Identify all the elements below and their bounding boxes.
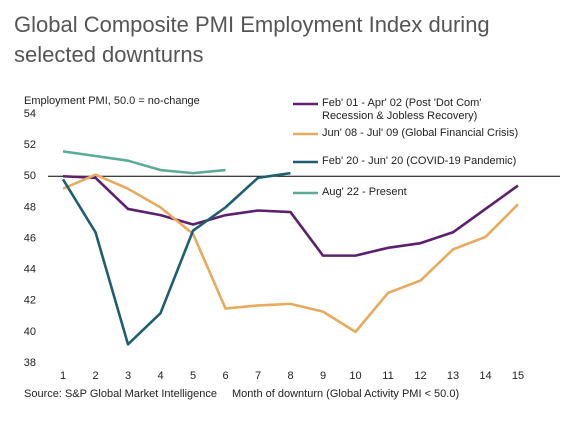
chart-title: Global Composite PMI Employment Index du… <box>14 12 490 67</box>
x-tick-label: 15 <box>512 370 524 382</box>
x-tick-label: 10 <box>349 370 361 382</box>
x-tick-label: 1 <box>60 370 66 382</box>
x-tick-label: 5 <box>190 370 196 382</box>
x-tick-label: 4 <box>157 370 163 382</box>
legend-label: Jun' 08 - Jul' 09 (Global Financial Cris… <box>322 127 519 139</box>
y-tick-label: 40 <box>24 326 36 338</box>
y-tick-label: 50 <box>24 170 36 182</box>
source: Source: S&P Global Market Intelligence <box>24 388 217 400</box>
legend-label: Feb' 01 - Apr' 02 (Post 'Dot Com' Recess… <box>322 97 482 122</box>
x-tick-label: 3 <box>125 370 131 382</box>
x-tick-label: 13 <box>447 370 459 382</box>
x-axis-label: Month of downturn (Global Activity PMI <… <box>232 388 459 400</box>
y-tick-label: 38 <box>24 357 36 369</box>
x-tick-label: 6 <box>222 370 228 382</box>
y-tick-label: 46 <box>24 232 36 244</box>
x-tick-label: 2 <box>92 370 98 382</box>
y-tick-label: 54 <box>24 108 36 120</box>
series-line <box>62 173 519 334</box>
y-tick-label: 52 <box>24 139 36 151</box>
y-tick-label: 42 <box>24 295 36 307</box>
x-tick-label: 14 <box>479 370 491 382</box>
x-tick-label: 11 <box>382 370 393 382</box>
series-line <box>62 174 519 257</box>
legend-label: Feb' 20 - Jun' 20 (COVID-19 Pandemic) <box>322 155 517 167</box>
series-line <box>62 150 226 175</box>
x-tick-label: 8 <box>287 370 293 382</box>
legend-label: Aug' 22 - Present <box>322 186 407 198</box>
series-line <box>61 171 291 346</box>
x-tick-label: 9 <box>320 370 326 382</box>
y-tick-label: 44 <box>24 264 36 276</box>
y-axis-label: Employment PMI, 50.0 = no-change <box>24 95 200 107</box>
x-tick-label: 12 <box>414 370 426 382</box>
y-tick-label: 48 <box>24 201 36 213</box>
x-tick-label: 7 <box>255 370 261 382</box>
